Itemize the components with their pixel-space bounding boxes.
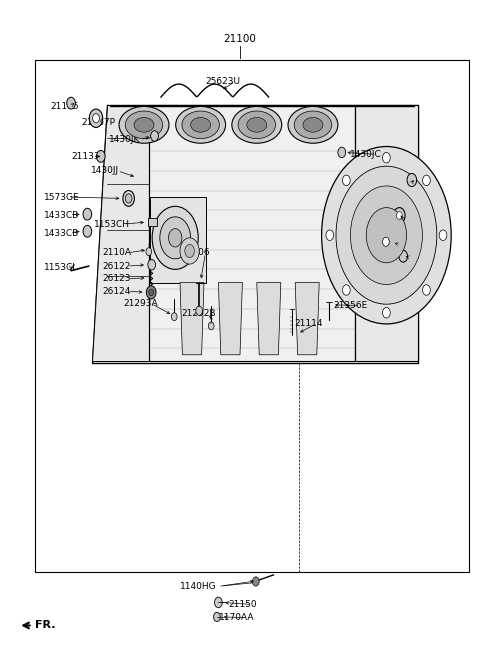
Circle shape — [380, 233, 392, 250]
Text: 21114: 21114 — [295, 319, 323, 328]
Circle shape — [396, 212, 402, 219]
Polygon shape — [92, 105, 418, 363]
Circle shape — [89, 109, 103, 127]
Text: 21187P: 21187P — [82, 118, 116, 127]
Ellipse shape — [303, 118, 323, 132]
Text: 21292B: 21292B — [181, 309, 216, 318]
Circle shape — [146, 286, 156, 299]
Text: 21293A: 21293A — [124, 299, 158, 308]
Circle shape — [343, 284, 350, 295]
Circle shape — [252, 577, 259, 586]
Polygon shape — [149, 105, 355, 361]
Ellipse shape — [182, 111, 219, 139]
Circle shape — [83, 225, 92, 237]
Circle shape — [171, 313, 177, 321]
Ellipse shape — [134, 118, 154, 132]
Text: 21133: 21133 — [379, 214, 408, 223]
Text: 21124: 21124 — [389, 179, 417, 189]
Ellipse shape — [288, 106, 338, 143]
Circle shape — [185, 244, 194, 258]
Circle shape — [208, 322, 214, 330]
Text: 21150: 21150 — [228, 600, 257, 609]
Ellipse shape — [294, 111, 332, 139]
Circle shape — [422, 284, 430, 295]
Text: K11306: K11306 — [175, 248, 210, 258]
Text: 26124: 26124 — [103, 286, 131, 296]
Circle shape — [196, 306, 203, 315]
Circle shape — [152, 206, 198, 269]
Polygon shape — [257, 283, 281, 355]
Text: 26122: 26122 — [103, 261, 131, 271]
Circle shape — [146, 248, 152, 256]
Circle shape — [383, 152, 390, 163]
Ellipse shape — [119, 106, 169, 143]
Text: 1430JC: 1430JC — [350, 150, 382, 159]
Circle shape — [336, 166, 437, 304]
Polygon shape — [218, 283, 242, 355]
Bar — [148, 218, 157, 226]
Text: 1573GE: 1573GE — [44, 193, 80, 202]
Bar — [35, 60, 469, 572]
Circle shape — [422, 175, 430, 186]
Text: 21187P: 21187P — [372, 240, 406, 249]
Ellipse shape — [232, 106, 282, 143]
Ellipse shape — [176, 106, 226, 143]
Circle shape — [338, 147, 346, 158]
Circle shape — [214, 612, 220, 622]
Ellipse shape — [247, 118, 267, 132]
Text: 21115: 21115 — [388, 253, 417, 262]
Circle shape — [123, 191, 134, 206]
Circle shape — [149, 289, 154, 296]
Polygon shape — [180, 283, 204, 355]
Circle shape — [83, 208, 92, 220]
Text: 1170AA: 1170AA — [219, 613, 255, 622]
Circle shape — [168, 229, 182, 247]
Text: 26123: 26123 — [103, 274, 131, 283]
Circle shape — [148, 260, 156, 270]
Circle shape — [407, 173, 417, 187]
Text: 1430JK: 1430JK — [109, 135, 141, 145]
Text: 21356E: 21356E — [334, 301, 368, 310]
Text: 1153CL: 1153CL — [44, 263, 78, 272]
Text: 21100: 21100 — [224, 34, 256, 45]
Circle shape — [215, 597, 222, 608]
Circle shape — [160, 217, 191, 259]
Text: 25623U: 25623U — [205, 77, 240, 86]
Text: 1430JJ: 1430JJ — [91, 166, 120, 175]
Polygon shape — [355, 105, 418, 361]
Circle shape — [326, 230, 334, 240]
Circle shape — [383, 307, 390, 318]
Ellipse shape — [238, 111, 276, 139]
Text: 1433CB: 1433CB — [44, 229, 79, 238]
Circle shape — [394, 208, 405, 223]
Circle shape — [93, 114, 99, 123]
Polygon shape — [295, 283, 319, 355]
Text: 1153CH: 1153CH — [94, 219, 130, 229]
Text: 2110A: 2110A — [103, 248, 132, 258]
Circle shape — [151, 131, 158, 141]
Circle shape — [343, 175, 350, 186]
Polygon shape — [111, 106, 414, 138]
Polygon shape — [150, 197, 206, 283]
Circle shape — [322, 147, 451, 324]
Text: FR.: FR. — [35, 620, 56, 631]
Circle shape — [180, 238, 199, 264]
Text: 1433CB: 1433CB — [44, 211, 79, 220]
Circle shape — [383, 237, 389, 246]
Circle shape — [125, 194, 132, 203]
Circle shape — [366, 208, 407, 263]
Circle shape — [439, 230, 447, 240]
Polygon shape — [92, 105, 149, 361]
Text: 21115: 21115 — [50, 102, 79, 111]
Ellipse shape — [125, 111, 163, 139]
Circle shape — [350, 186, 422, 284]
Ellipse shape — [191, 118, 211, 132]
Circle shape — [67, 97, 75, 109]
Text: 1140HG: 1140HG — [180, 581, 216, 591]
Circle shape — [96, 150, 105, 162]
Circle shape — [399, 250, 408, 262]
Text: 21133: 21133 — [71, 152, 100, 161]
